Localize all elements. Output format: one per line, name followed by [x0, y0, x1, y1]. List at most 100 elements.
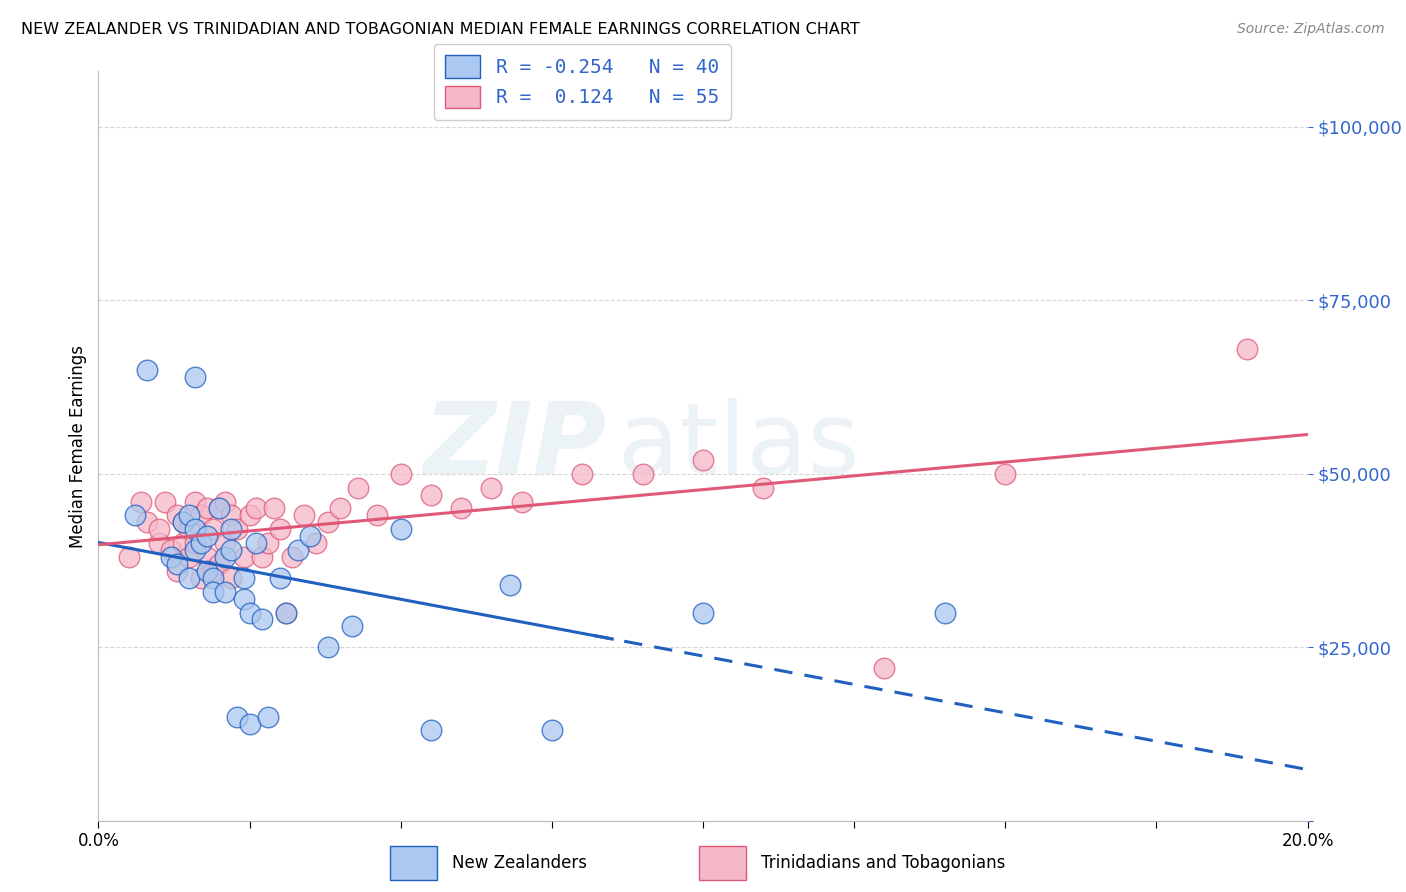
Point — [226, 709, 249, 723]
Point — [245, 501, 267, 516]
Text: ZIP: ZIP — [423, 398, 606, 494]
Point — [148, 536, 170, 550]
Text: New Zealanders: New Zealanders — [453, 854, 588, 872]
Point — [221, 571, 243, 585]
Point — [190, 571, 212, 585]
Point — [195, 564, 218, 578]
Point — [316, 640, 339, 655]
Point — [208, 557, 231, 571]
Point — [281, 549, 304, 564]
Point — [195, 529, 218, 543]
Point — [221, 508, 243, 523]
Point — [214, 584, 236, 599]
Point — [256, 536, 278, 550]
Point — [208, 501, 231, 516]
Point — [195, 501, 218, 516]
Point — [202, 522, 225, 536]
Point — [195, 549, 218, 564]
Point — [305, 536, 328, 550]
Point — [184, 369, 207, 384]
Point — [274, 606, 297, 620]
Point — [160, 543, 183, 558]
Point — [256, 709, 278, 723]
Point — [148, 522, 170, 536]
Point — [481, 481, 503, 495]
Point — [366, 508, 388, 523]
Text: Source: ZipAtlas.com: Source: ZipAtlas.com — [1237, 22, 1385, 37]
Text: Trinidadians and Tobagonians: Trinidadians and Tobagonians — [762, 854, 1005, 872]
Point — [179, 522, 201, 536]
Point — [420, 723, 443, 738]
Point — [292, 508, 315, 523]
Point — [389, 467, 412, 481]
Point — [221, 543, 243, 558]
Point — [124, 508, 146, 523]
Legend: R = -0.254   N = 40, R =  0.124   N = 55: R = -0.254 N = 40, R = 0.124 N = 55 — [433, 44, 731, 120]
FancyBboxPatch shape — [700, 846, 747, 880]
Text: atlas: atlas — [619, 398, 860, 494]
Point — [153, 494, 176, 508]
Point — [934, 606, 956, 620]
Point — [299, 529, 322, 543]
Point — [135, 516, 157, 530]
Point — [202, 584, 225, 599]
Point — [994, 467, 1017, 481]
Point — [202, 571, 225, 585]
Point — [498, 578, 520, 592]
Point — [221, 522, 243, 536]
Point — [214, 494, 236, 508]
Point — [571, 467, 593, 481]
Point — [214, 536, 236, 550]
Point — [184, 543, 207, 558]
Point — [179, 549, 201, 564]
Text: NEW ZEALANDER VS TRINIDADIAN AND TOBAGONIAN MEDIAN FEMALE EARNINGS CORRELATION C: NEW ZEALANDER VS TRINIDADIAN AND TOBAGON… — [21, 22, 860, 37]
Point — [873, 661, 896, 675]
Point — [179, 508, 201, 523]
Point — [263, 501, 285, 516]
Point — [316, 516, 339, 530]
Point — [214, 549, 236, 564]
Point — [287, 543, 309, 558]
Point — [184, 494, 207, 508]
Point — [118, 549, 141, 564]
Point — [208, 501, 231, 516]
Point — [239, 716, 262, 731]
Point — [190, 508, 212, 523]
Point — [510, 494, 533, 508]
Point — [692, 453, 714, 467]
Point — [202, 564, 225, 578]
Point — [172, 516, 194, 530]
Point — [135, 362, 157, 376]
Point — [631, 467, 654, 481]
Point — [232, 591, 254, 606]
Point — [129, 494, 152, 508]
Point — [450, 501, 472, 516]
Point — [1236, 342, 1258, 356]
Point — [269, 571, 291, 585]
Point — [190, 536, 212, 550]
Point — [250, 612, 273, 626]
Point — [232, 571, 254, 585]
Point — [692, 606, 714, 620]
Point — [250, 549, 273, 564]
Point — [347, 481, 370, 495]
Point — [166, 564, 188, 578]
Point — [172, 516, 194, 530]
FancyBboxPatch shape — [391, 846, 436, 880]
Point — [752, 481, 775, 495]
Point — [166, 508, 188, 523]
Point — [239, 606, 262, 620]
Point — [184, 522, 207, 536]
Point — [342, 619, 364, 633]
Point — [540, 723, 562, 738]
Point — [172, 536, 194, 550]
Point — [269, 522, 291, 536]
Point — [274, 606, 297, 620]
Point — [226, 522, 249, 536]
Point — [420, 487, 443, 501]
Point — [245, 536, 267, 550]
Point — [179, 571, 201, 585]
Point — [232, 549, 254, 564]
Point — [239, 508, 262, 523]
Point — [329, 501, 352, 516]
